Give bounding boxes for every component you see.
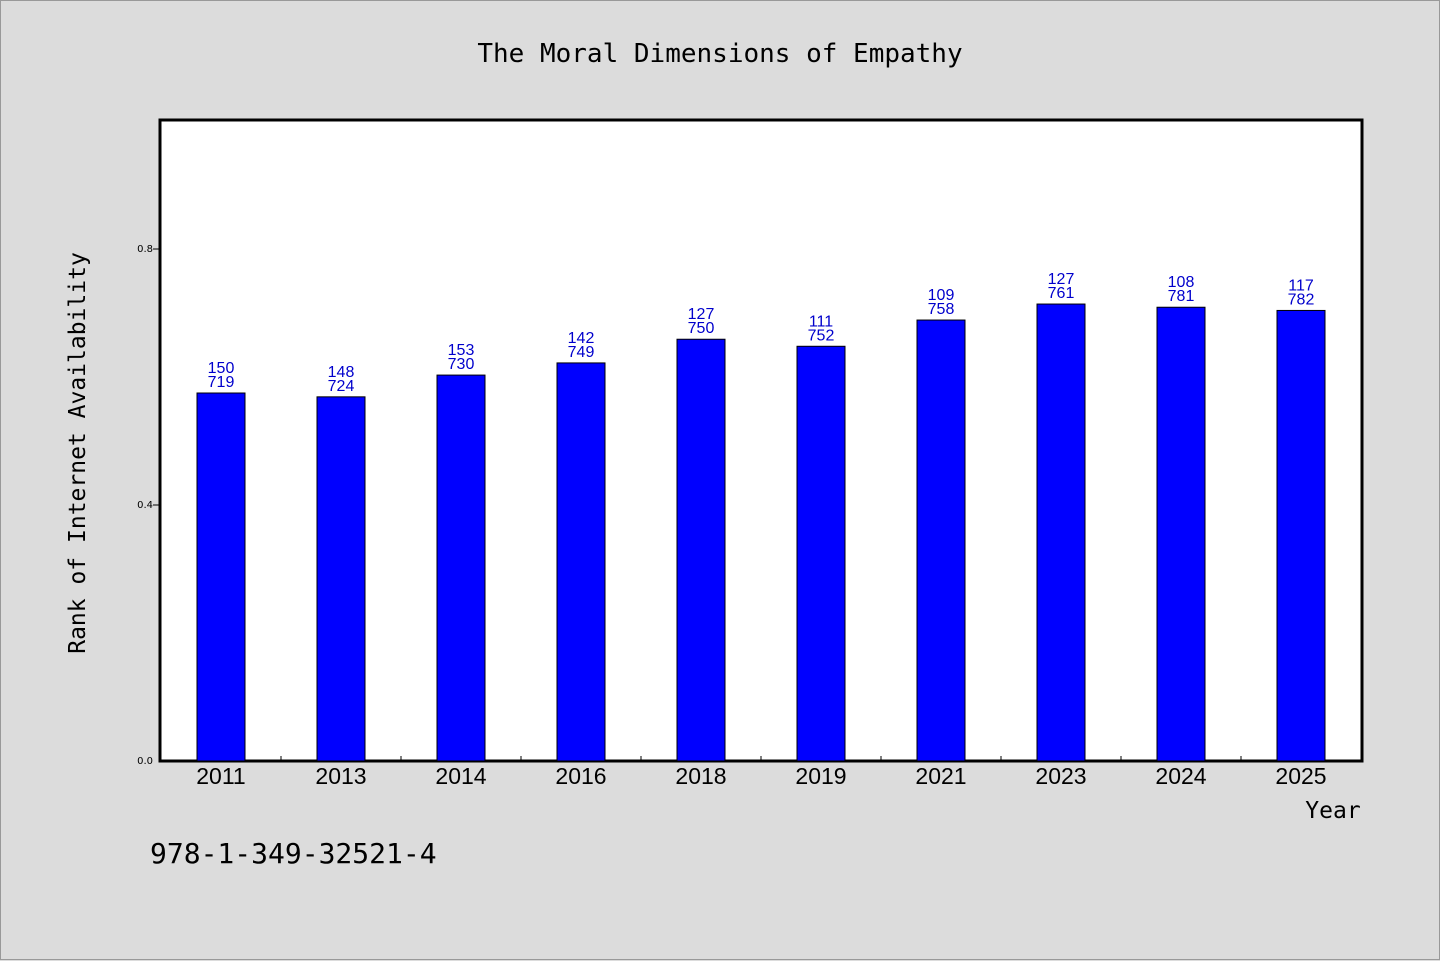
chart-title: The Moral Dimensions of Empathy — [477, 39, 962, 69]
x-tick-label: 2021 — [915, 763, 966, 789]
x-tick-label: 2013 — [315, 763, 366, 789]
data-label-bottom: 730 — [448, 356, 475, 373]
data-label-bottom: 719 — [208, 374, 235, 391]
y-tick-label: 0.0 — [137, 756, 153, 767]
bar-2018 — [676, 338, 726, 762]
data-label-bottom: 758 — [928, 301, 955, 318]
data-label-bottom: 781 — [1168, 288, 1195, 305]
y-axis-label: Rank of Internet Availability — [65, 252, 91, 654]
x-tick-label: 2011 — [196, 763, 245, 789]
bar-2019 — [796, 345, 846, 762]
data-label-bottom: 761 — [1048, 285, 1075, 302]
bar-2016 — [556, 362, 606, 762]
x-tick-label: 2018 — [675, 763, 726, 789]
x-axis-ticks: 2011 2013 2014 2016 2018 2019 2021 2023 2024 2025 — [196, 756, 1327, 789]
data-label-top: 127 — [1048, 271, 1075, 288]
y-tick-label: 0.4 — [137, 500, 153, 511]
data-label-top: 111 — [809, 313, 833, 330]
y-tick-label: 0.8 — [137, 244, 153, 255]
bar-2023 — [1036, 303, 1086, 762]
bar-2013 — [316, 396, 366, 762]
data-label-top: 117 — [1288, 277, 1314, 294]
data-label-top: 153 — [448, 342, 475, 359]
x-tick-label: 2014 — [435, 763, 486, 789]
data-label-bottom: 724 — [328, 378, 355, 395]
x-axis-label: Year — [1305, 798, 1360, 824]
bar-2011 — [196, 392, 246, 762]
data-label-bottom: 752 — [808, 327, 835, 344]
bar-2024 — [1156, 306, 1206, 762]
data-label-top: 142 — [568, 330, 595, 347]
data-label-bottom: 750 — [688, 320, 715, 337]
bar-2014 — [436, 374, 486, 762]
x-tick-label: 2024 — [1155, 763, 1206, 789]
data-label-top: 108 — [1168, 274, 1195, 291]
data-label-top: 127 — [688, 306, 715, 323]
x-tick-label: 2023 — [1035, 763, 1086, 789]
bar-series — [196, 303, 1326, 762]
data-label-top: 148 — [328, 364, 355, 381]
x-tick-label: 2025 — [1275, 763, 1326, 789]
bar-2021 — [916, 319, 966, 762]
data-label-top: 109 — [928, 287, 955, 304]
isbn-code: 978-1-349-32521-4 — [150, 837, 437, 870]
x-tick-label: 2016 — [555, 763, 606, 789]
data-label-bottom: 749 — [568, 344, 595, 361]
data-label-top: 150 — [208, 360, 235, 377]
bar-2025 — [1276, 309, 1326, 762]
data-label-bottom: 782 — [1288, 291, 1315, 308]
y-axis-ticks: 0.0 0.4 0.8 — [137, 244, 161, 767]
x-tick-label: 2019 — [795, 763, 846, 789]
